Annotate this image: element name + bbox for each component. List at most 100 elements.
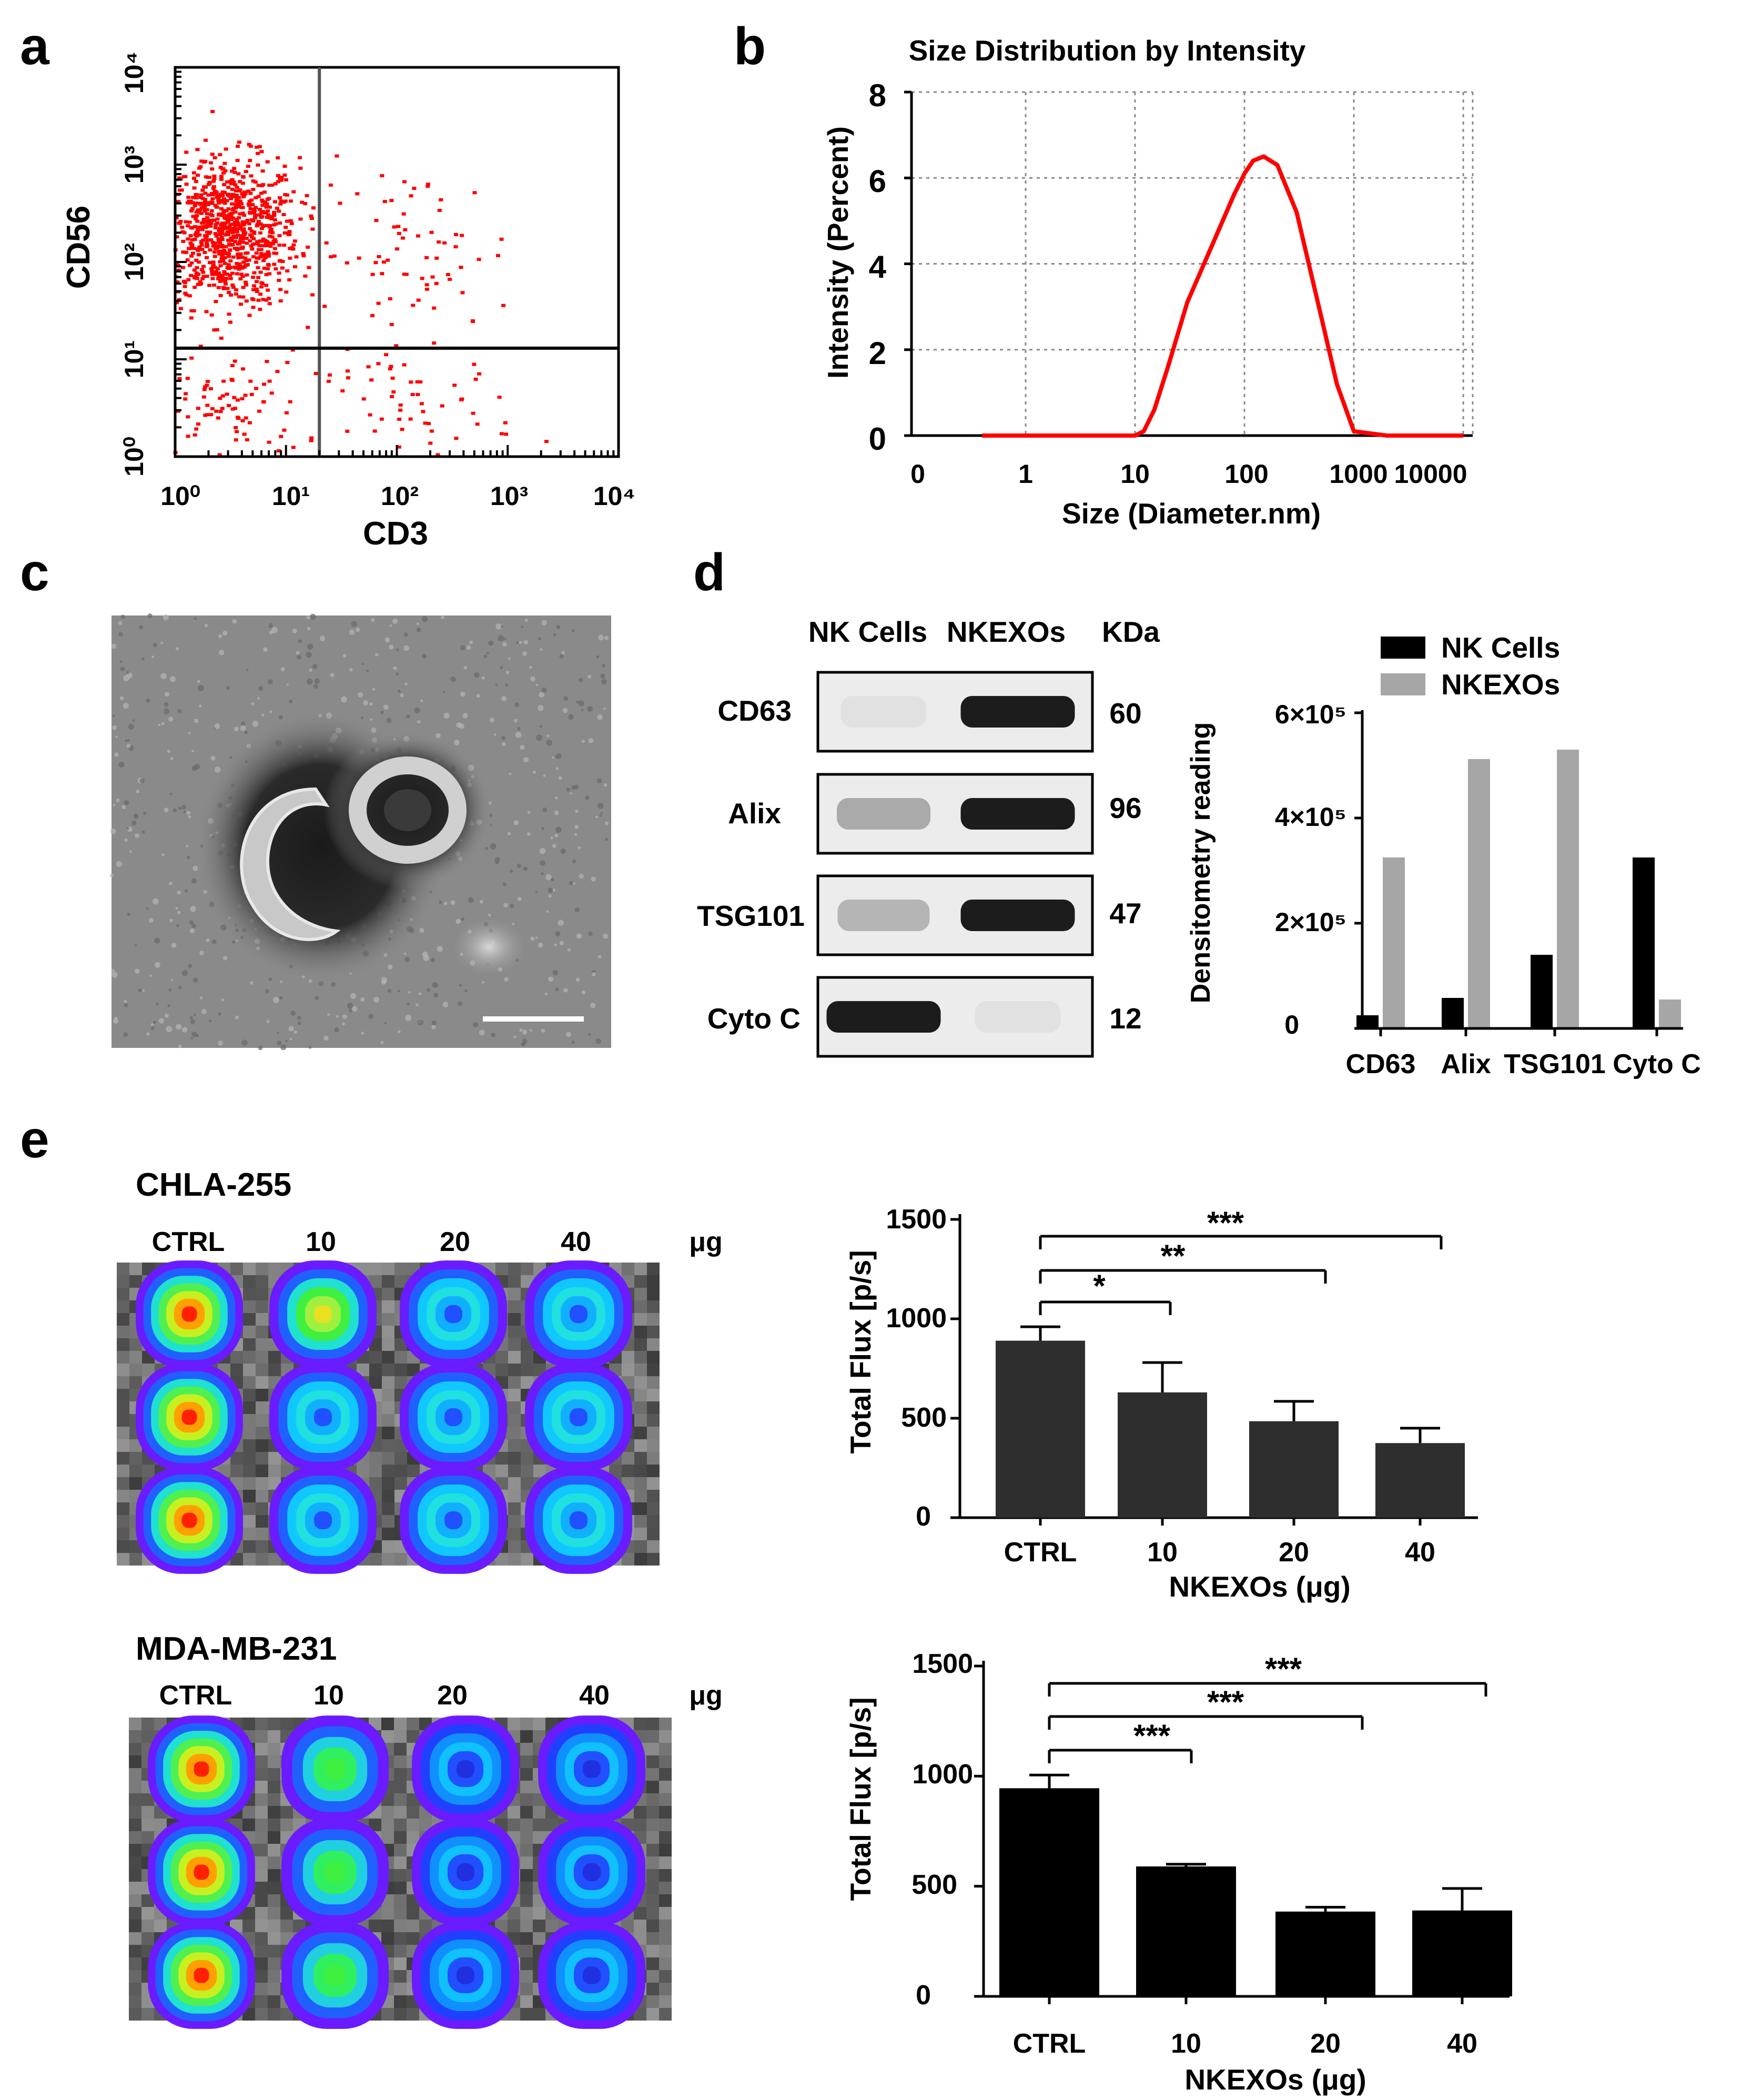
plate-pixel (394, 1970, 407, 1983)
plate-pixel (659, 1730, 672, 1743)
flow-event-dot (188, 241, 193, 245)
flow-event-dot (287, 278, 292, 281)
plate-pixel (256, 1502, 268, 1515)
plate-pixel (255, 1995, 268, 2008)
x-tick-label: 10⁰ (160, 481, 200, 511)
tem-speckle (513, 1035, 516, 1038)
plate-pixel (659, 1768, 672, 1781)
tem-speckle (400, 693, 404, 698)
tem-speckle (112, 725, 117, 730)
tem-speckle (432, 982, 438, 988)
plate-pixel (382, 1502, 394, 1515)
flow-event-dot (235, 197, 239, 200)
tem-speckle (396, 672, 399, 675)
well-ring (181, 1512, 197, 1528)
plate-pixel (533, 1920, 545, 1932)
plate-pixel (394, 2008, 407, 2021)
plate-pixel (508, 1300, 521, 1313)
plate-pixel (646, 1869, 659, 1882)
tem-speckle (292, 628, 297, 633)
tem-speckle (450, 676, 456, 682)
flow-event-dot (181, 250, 186, 254)
flow-event-dot (250, 210, 255, 214)
flow-event-dot (265, 160, 270, 164)
plate-pixel (243, 1338, 256, 1351)
flow-event-dot (244, 283, 249, 287)
flow-event-dot (236, 145, 240, 148)
tem-speckle (285, 1039, 288, 1043)
blot-band (837, 900, 930, 931)
flow-event-dot (267, 272, 272, 276)
plate-pixel (256, 1452, 268, 1465)
plate-pixel (394, 1932, 407, 1945)
small-vesicle (452, 918, 526, 976)
flow-event-dot (198, 282, 203, 286)
plate-pixel (117, 1275, 129, 1288)
plate-pixel (647, 1427, 660, 1439)
flow-event-dot (277, 271, 281, 275)
plate-pixel (647, 1275, 660, 1288)
flow-event-dot (266, 213, 270, 217)
tem-speckle (110, 828, 116, 834)
flow-event-dot (194, 427, 199, 431)
plate-pixel (117, 1502, 129, 1515)
tem-speckle (571, 785, 576, 790)
tem-speckle (150, 1023, 154, 1026)
plate-pixel (659, 1781, 672, 1793)
tem-speckle (118, 761, 125, 768)
y-tick-label: 1500 (912, 1649, 973, 1679)
flow-event-dot (212, 283, 217, 287)
flow-event-dot (198, 196, 203, 199)
tem-speckle (244, 730, 248, 734)
flow-event-dot (222, 278, 227, 282)
flow-event-dot (390, 376, 395, 380)
flow-event-dot (258, 292, 263, 296)
flow-event-dot (189, 209, 194, 213)
flow-event-dot (244, 251, 248, 255)
flow-event-dot (416, 393, 420, 397)
flow-event-dot (247, 258, 251, 262)
tem-speckle (120, 667, 125, 672)
flow-event-dot (228, 197, 233, 200)
plate-pixel (533, 1907, 545, 1920)
flow-event-dot (186, 415, 190, 419)
flow-event-dot (436, 453, 440, 457)
flow-event-dot (288, 219, 293, 223)
flow-event-dot (418, 380, 423, 384)
flow-event-dot (345, 429, 350, 433)
flow-event-dot (238, 237, 243, 240)
plate-pixel (634, 1920, 646, 1932)
flow-event-dot (192, 176, 197, 180)
tem-speckle (153, 643, 157, 648)
plate-pixel (117, 1364, 129, 1376)
plate-pixel (256, 1288, 268, 1300)
flow-event-dot (236, 256, 241, 260)
tem-speckle (576, 700, 580, 704)
tem-speckle (535, 684, 538, 686)
flow-event-dot (497, 396, 502, 399)
plate-pixel (508, 1389, 521, 1401)
flow-event-dot (402, 363, 407, 367)
flow-event-dot (209, 267, 214, 270)
flow-event-dot (217, 239, 221, 243)
plate-pixel (520, 1768, 533, 1781)
blot-kda-label: 12 (1109, 1002, 1141, 1035)
flow-event-dot (277, 243, 282, 247)
flow-event-dot (267, 184, 272, 187)
plate-pixel (255, 1806, 268, 1819)
flow-event-dot (355, 192, 360, 196)
plate-pixel (646, 1806, 659, 1819)
plate-pixel (508, 1907, 520, 1920)
tem-speckle (591, 876, 596, 882)
tem-speckle (442, 1002, 449, 1007)
plate-pixel (508, 1490, 521, 1502)
flow-event-dot (262, 211, 267, 215)
flow-event-dot (199, 206, 204, 210)
flow-event-dot (267, 379, 272, 383)
flux-bar (1375, 1443, 1465, 1518)
flow-event-dot (187, 220, 192, 224)
flow-event-dot (298, 217, 303, 221)
flow-event-dot (235, 430, 239, 433)
tem-speckle (386, 718, 392, 723)
well-ring (181, 1306, 197, 1322)
